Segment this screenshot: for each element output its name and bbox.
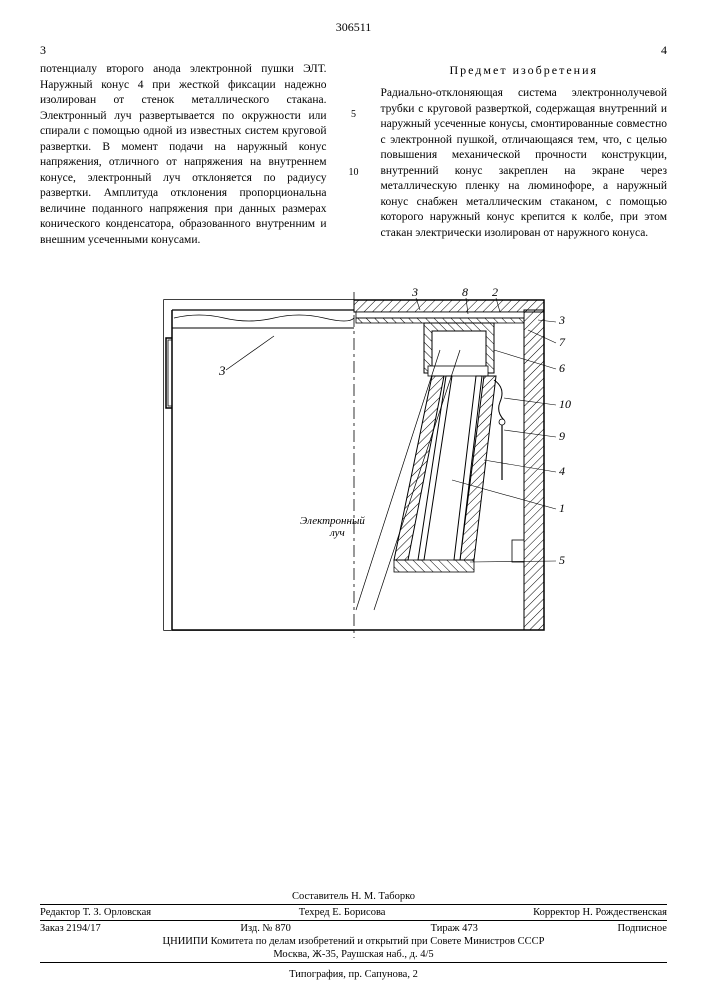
beam-label-line1: Электронный <box>300 515 365 527</box>
callout-3-left: 3 <box>218 363 226 378</box>
footer: Составитель Н. М. Таборко Редактор Т. З.… <box>40 891 667 980</box>
patent-number: 306511 <box>40 20 667 35</box>
svg-text:3: 3 <box>558 313 565 327</box>
editorial-row: Редактор Т. З. Орловская Техред Е. Борис… <box>40 907 667 918</box>
tirazh: Тираж 473 <box>431 923 478 934</box>
page-marker-left: 3 <box>40 43 46 58</box>
patent-figure: 3 <box>124 280 584 650</box>
podpis: Подписное <box>618 923 667 934</box>
footer-rule-1 <box>40 904 667 905</box>
order: Заказ 2194/17 <box>40 923 101 934</box>
svg-text:5: 5 <box>559 553 565 567</box>
print-row: Заказ 2194/17 Изд. № 870 Тираж 473 Подпи… <box>40 923 667 934</box>
footer-rule-2 <box>40 920 667 921</box>
typography: Типография, пр. Сапунова, 2 <box>40 969 667 980</box>
editor: Редактор Т. З. Орловская <box>40 907 151 918</box>
svg-text:3: 3 <box>411 285 418 299</box>
left-column-text: потенциалу второго анода электронной пуш… <box>40 62 327 248</box>
patent-page: 306511 3 4 потенциалу второго анода элек… <box>0 0 707 1000</box>
page-markers: 3 4 <box>40 43 667 58</box>
svg-text:2: 2 <box>492 285 498 299</box>
right-column-text: Радиально-отклоняющая система электронно… <box>381 86 668 241</box>
line-mark-10: 10 <box>347 166 361 180</box>
subject-heading: Предмет изобретения <box>381 62 668 78</box>
svg-text:8: 8 <box>462 285 468 299</box>
footer-rule-3 <box>40 962 667 963</box>
svg-text:4: 4 <box>559 464 565 478</box>
right-column: Предмет изобретения Радиально-отклоняюща… <box>381 62 668 250</box>
svg-text:7: 7 <box>559 335 566 349</box>
izd: Изд. № 870 <box>240 923 291 934</box>
svg-text:1: 1 <box>559 501 565 515</box>
line-mark-5: 5 <box>347 108 361 166</box>
figure-container: 3 <box>40 280 667 650</box>
compiler: Составитель Н. М. Таборко <box>40 891 667 902</box>
page-marker-right: 4 <box>661 43 667 58</box>
svg-text:6: 6 <box>559 361 565 375</box>
line-number-gutter: 5 10 <box>347 62 361 250</box>
figure-left-half: 3 <box>164 300 354 630</box>
addr: Москва, Ж-35, Раушская наб., д. 4/5 <box>40 949 667 960</box>
techred: Техред Е. Борисова <box>299 907 386 918</box>
org: ЦНИИПИ Комитета по делам изобретений и о… <box>40 936 667 947</box>
text-columns: потенциалу второго анода электронной пуш… <box>40 62 667 250</box>
corrector: Корректор Н. Рождественская <box>533 907 667 918</box>
beam-label-line2: луч <box>329 527 345 539</box>
svg-text:9: 9 <box>559 429 565 443</box>
left-column: потенциалу второго анода электронной пуш… <box>40 62 327 250</box>
svg-text:10: 10 <box>559 397 571 411</box>
